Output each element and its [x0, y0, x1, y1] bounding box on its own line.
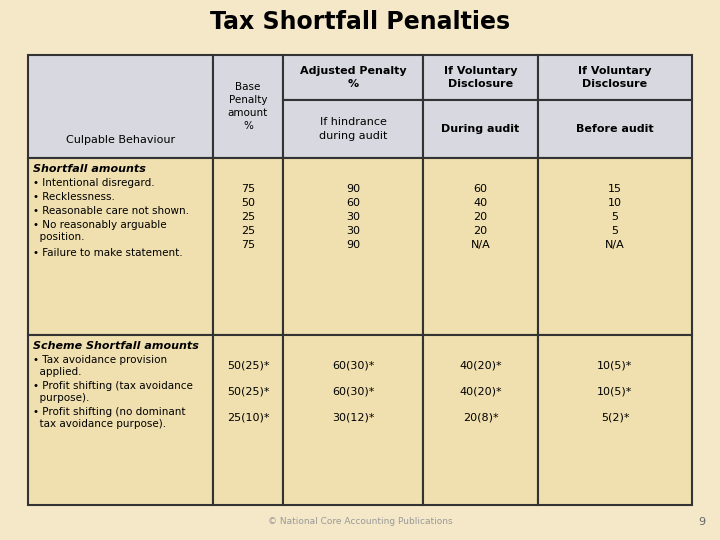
Text: 25: 25	[241, 226, 255, 236]
Bar	[283, 55, 423, 100]
Text: If Voluntary
Disclosure: If Voluntary Disclosure	[444, 66, 517, 89]
Text: • Failure to make statement.: • Failure to make statement.	[33, 248, 183, 258]
Text: 75: 75	[241, 184, 255, 194]
Text: Scheme Shortfall amounts: Scheme Shortfall amounts	[33, 341, 199, 351]
Text: 5(2)*: 5(2)*	[600, 413, 629, 423]
Bar	[423, 335, 538, 505]
Text: 30: 30	[346, 212, 360, 222]
Text: 40: 40	[474, 198, 487, 208]
Text: 10(5)*: 10(5)*	[598, 387, 633, 397]
Text: 15: 15	[608, 184, 622, 194]
Text: position.: position.	[33, 232, 84, 242]
Text: 30: 30	[346, 226, 360, 236]
Text: 20: 20	[474, 212, 487, 222]
Text: • Reasonable care not shown.: • Reasonable care not shown.	[33, 206, 189, 216]
Text: 40(20)*: 40(20)*	[459, 361, 502, 371]
Text: 40(20)*: 40(20)*	[459, 387, 502, 397]
Bar	[28, 335, 213, 505]
Text: 10: 10	[608, 198, 622, 208]
Text: 25(10)*: 25(10)*	[227, 413, 269, 423]
Text: • Profit shifting (no dominant: • Profit shifting (no dominant	[33, 407, 186, 417]
Text: © National Core Accounting Publications: © National Core Accounting Publications	[268, 517, 452, 526]
Text: During audit: During audit	[441, 124, 520, 134]
Bar	[283, 158, 423, 335]
Text: purpose).: purpose).	[33, 393, 89, 403]
Text: 9: 9	[698, 517, 705, 527]
Bar	[423, 158, 538, 335]
Text: Before audit: Before audit	[576, 124, 654, 134]
Bar	[213, 158, 283, 335]
Text: 50(25)*: 50(25)*	[227, 361, 269, 371]
Text: 5: 5	[611, 226, 618, 236]
Text: • Tax avoidance provision: • Tax avoidance provision	[33, 355, 167, 365]
Bar	[538, 335, 692, 505]
Text: 10(5)*: 10(5)*	[598, 361, 633, 371]
Text: • Intentional disregard.: • Intentional disregard.	[33, 178, 155, 188]
Bar	[423, 55, 538, 100]
Text: 90: 90	[346, 240, 360, 250]
Bar	[538, 55, 692, 100]
Text: applied.: applied.	[33, 367, 81, 377]
Bar	[538, 158, 692, 335]
Bar	[213, 55, 283, 158]
Bar	[423, 100, 538, 158]
Text: 90: 90	[346, 184, 360, 194]
Text: 60: 60	[346, 198, 360, 208]
Text: Adjusted Penalty
%: Adjusted Penalty %	[300, 66, 406, 89]
Text: 50(25)*: 50(25)*	[227, 387, 269, 397]
Bar	[283, 335, 423, 505]
Text: 60(30)*: 60(30)*	[332, 361, 374, 371]
Bar	[28, 55, 213, 158]
Text: • No reasonably arguable: • No reasonably arguable	[33, 220, 166, 230]
Text: Tax Shortfall Penalties: Tax Shortfall Penalties	[210, 10, 510, 34]
Text: If Voluntary
Disclosure: If Voluntary Disclosure	[578, 66, 652, 89]
Bar	[28, 158, 213, 335]
Text: 50: 50	[241, 198, 255, 208]
Text: 60(30)*: 60(30)*	[332, 387, 374, 397]
Bar	[283, 100, 423, 158]
Text: 60: 60	[474, 184, 487, 194]
Text: • Recklessness.: • Recklessness.	[33, 192, 115, 202]
Text: Culpable Behaviour: Culpable Behaviour	[66, 135, 175, 145]
Text: Base
Penalty
amount
%: Base Penalty amount %	[228, 82, 268, 131]
Text: N/A: N/A	[605, 240, 625, 250]
Bar	[538, 100, 692, 158]
Text: 20: 20	[474, 226, 487, 236]
Text: tax avoidance purpose).: tax avoidance purpose).	[33, 419, 166, 429]
Text: If hindrance
during audit: If hindrance during audit	[319, 117, 387, 140]
Text: • Profit shifting (tax avoidance: • Profit shifting (tax avoidance	[33, 381, 193, 391]
Text: 20(8)*: 20(8)*	[463, 413, 498, 423]
Text: 30(12)*: 30(12)*	[332, 413, 374, 423]
Text: 25: 25	[241, 212, 255, 222]
Text: 5: 5	[611, 212, 618, 222]
Text: Shortfall amounts: Shortfall amounts	[33, 164, 146, 174]
Bar	[213, 335, 283, 505]
Text: N/A: N/A	[471, 240, 490, 250]
Text: 75: 75	[241, 240, 255, 250]
